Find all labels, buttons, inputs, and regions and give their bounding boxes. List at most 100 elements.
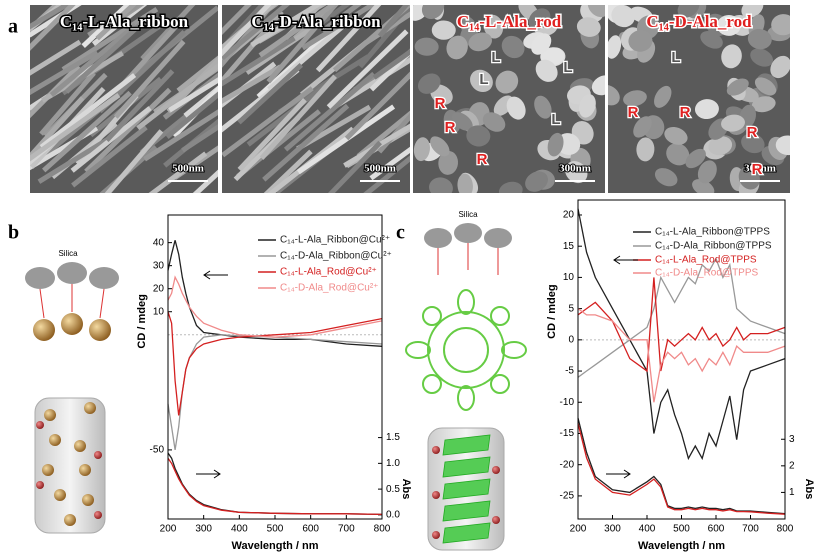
- panel-label: b: [8, 222, 19, 244]
- ribbon: [356, 84, 410, 159]
- ribbon: [81, 5, 160, 48]
- ribbon: [30, 5, 103, 62]
- ribbon: [165, 79, 218, 139]
- rod: [721, 114, 745, 132]
- legend-label: C₁₄-L-Ala_Rod@Cu²⁺: [280, 267, 377, 278]
- rod: [417, 73, 441, 94]
- ribbon: [222, 86, 314, 158]
- series-line: [167, 311, 383, 416]
- ribbon: [168, 56, 218, 113]
- y2-tick-label: 1.5: [386, 432, 400, 443]
- y-tick-label: 10: [563, 272, 575, 283]
- y2-axis-label: Abs: [400, 479, 412, 500]
- ribbon: [222, 5, 269, 60]
- ribbon: [49, 23, 137, 98]
- arrow: [613, 255, 638, 265]
- ribbon: [222, 9, 284, 94]
- rod: [685, 148, 706, 169]
- rod: [666, 143, 690, 166]
- rod: [708, 136, 733, 156]
- rod: [535, 59, 558, 82]
- rod: [482, 112, 506, 132]
- silica-label: Silica: [58, 249, 78, 258]
- x-tick-label: 600: [302, 524, 319, 535]
- rod: [501, 35, 525, 59]
- rod: [531, 33, 552, 55]
- ribbon: [113, 39, 186, 119]
- rod: [414, 37, 439, 56]
- rod: [483, 14, 504, 39]
- rod: [431, 20, 456, 40]
- sem-letter: R: [680, 104, 691, 121]
- rod: [470, 69, 493, 93]
- ribbon: [321, 5, 393, 33]
- series-line: [577, 208, 786, 461]
- rod: [692, 179, 715, 193]
- x-tick-label: 800: [374, 524, 391, 535]
- rod: [547, 132, 564, 157]
- ribbon: [222, 5, 294, 61]
- plot-frame: [577, 199, 786, 520]
- rod: [721, 44, 742, 69]
- rod: [506, 96, 526, 120]
- ribbon: [237, 98, 307, 172]
- illustration-b: Silica: [25, 249, 119, 534]
- rod: [591, 75, 605, 96]
- arrow: [606, 469, 631, 479]
- rod: [654, 85, 672, 108]
- y-tick-label: 15: [563, 241, 575, 252]
- rod: [623, 90, 647, 107]
- sem-letter: L: [479, 71, 488, 88]
- y2-tick-label: 3: [789, 434, 795, 445]
- rod: [528, 8, 551, 30]
- ribbon: [37, 136, 110, 184]
- ribbon: [222, 5, 299, 58]
- rod: [747, 28, 772, 50]
- rod: [726, 78, 749, 96]
- rod: [750, 48, 774, 67]
- rod: [751, 96, 776, 113]
- plot-frame: [167, 214, 383, 520]
- rod: [451, 112, 473, 131]
- legend-label: C₁₄-D-Ala_Rod@TPPS: [655, 268, 759, 279]
- sem-letter: L: [551, 111, 560, 128]
- silica-label: Silica: [458, 210, 478, 219]
- x-tick-label: 200: [160, 524, 177, 535]
- ribbon: [369, 123, 410, 181]
- ribbon: [30, 50, 99, 104]
- x-tick-label: 800: [777, 524, 794, 535]
- rod: [608, 35, 622, 59]
- scale-label: 300nm: [559, 163, 591, 175]
- rod: [525, 171, 548, 192]
- x-tick-label: 300: [195, 524, 212, 535]
- sem-letter: R: [477, 151, 488, 168]
- series-line: [167, 334, 383, 451]
- series-line: [577, 257, 786, 378]
- x-tick-label: 400: [639, 524, 656, 535]
- sem-letter: R: [628, 104, 639, 121]
- rod: [579, 94, 596, 118]
- y-tick-label: 20: [153, 283, 165, 294]
- legend-label: C₁₄-L-Ala_Ribbon@Cu²⁺: [280, 235, 390, 246]
- rod: [741, 5, 764, 18]
- rod: [429, 177, 453, 193]
- rod: [770, 55, 790, 79]
- rod: [754, 77, 777, 96]
- y-tick-label: -15: [560, 428, 575, 439]
- x-tick-label: 300: [604, 524, 621, 535]
- y-tick-label: 10: [153, 306, 165, 317]
- rod: [775, 135, 790, 156]
- y2-tick-label: 0.5: [386, 484, 400, 495]
- rod: [457, 173, 473, 193]
- sem-letter: R: [747, 124, 758, 141]
- ribbon: [71, 125, 148, 188]
- ribbon: [183, 48, 218, 118]
- x-tick-label: 200: [570, 524, 587, 535]
- ribbon: [70, 106, 152, 173]
- series-line: [577, 308, 786, 403]
- ribbon: [30, 5, 92, 40]
- ribbon: [377, 5, 410, 38]
- ribbon: [372, 10, 410, 80]
- y-tick-label: 30: [153, 260, 165, 271]
